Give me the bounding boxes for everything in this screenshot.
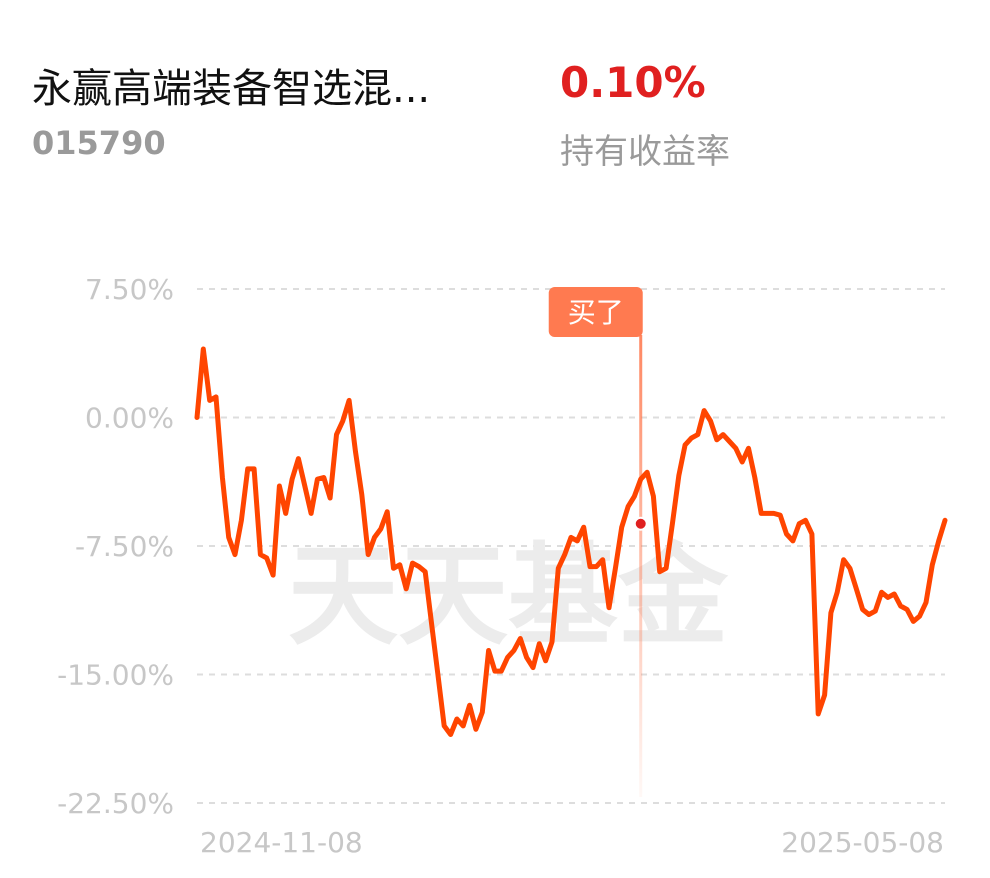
watermark-text: 天天基金	[288, 531, 729, 660]
buy-marker-badge[interactable]	[548, 287, 643, 337]
fund-code: 015790	[32, 124, 166, 162]
y-tick-label: 7.50%	[85, 273, 174, 306]
x-tick-label-start: 2024-11-08	[200, 826, 363, 859]
series-line-holding-return	[194, 346, 948, 737]
buy-marker-point[interactable]	[633, 516, 648, 531]
y-tick-label: 0.00%	[85, 402, 174, 435]
buy-marker-label: 买了	[568, 296, 624, 329]
x-axis-ticks: 2024-11-08 2025-05-08	[200, 826, 944, 859]
fund-name: 永赢高端装备智选混...	[32, 66, 431, 112]
holding-return-value: 0.10%	[560, 58, 706, 107]
buy-marker[interactable]: 买了	[548, 287, 643, 797]
y-tick-label: -7.50%	[75, 530, 174, 563]
holding-return-label: 持有收益率	[560, 132, 730, 172]
y-tick-label: -15.00%	[57, 659, 174, 692]
y-tick-label: -22.50%	[57, 787, 174, 820]
y-axis-ticks: 7.50% 0.00% -7.50% -15.00% -22.50%	[57, 273, 174, 820]
buy-marker-stem	[639, 335, 643, 797]
x-tick-label-end: 2025-05-08	[781, 826, 944, 859]
